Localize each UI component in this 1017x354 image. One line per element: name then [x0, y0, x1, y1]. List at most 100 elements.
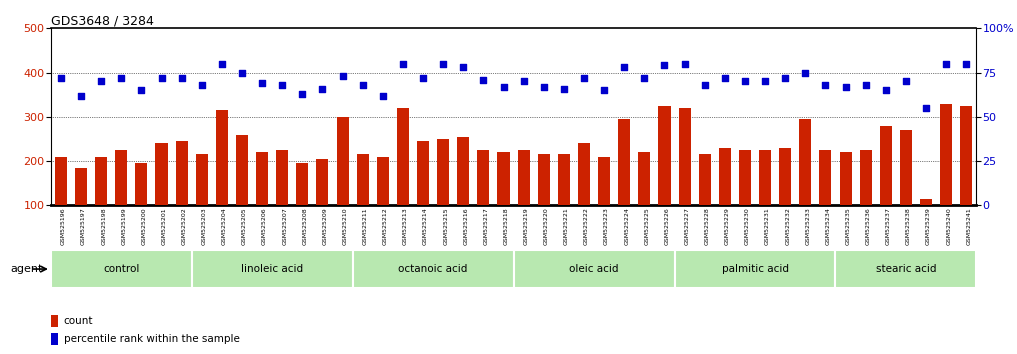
Bar: [678, 108, 691, 250]
Text: agent: agent: [10, 264, 43, 274]
Bar: [156, 143, 168, 250]
Point: [214, 61, 230, 67]
Point: [837, 84, 853, 90]
Bar: [376, 156, 388, 250]
Point: [736, 79, 753, 84]
Point: [637, 75, 653, 81]
Bar: [55, 156, 67, 250]
Text: GSM525208: GSM525208: [302, 207, 307, 245]
Point: [93, 79, 109, 84]
Text: GSM525224: GSM525224: [624, 207, 630, 245]
Point: [475, 77, 491, 82]
Text: count: count: [63, 316, 94, 326]
Text: palmitic acid: palmitic acid: [721, 264, 788, 274]
Text: GSM525235: GSM525235: [845, 207, 850, 245]
Text: GSM525236: GSM525236: [865, 207, 871, 245]
Text: GSM525209: GSM525209: [322, 207, 327, 245]
Point: [53, 75, 69, 81]
Text: GSM525239: GSM525239: [926, 207, 931, 245]
Bar: [96, 156, 107, 250]
Point: [536, 84, 552, 90]
Point: [415, 75, 431, 81]
Text: GSM525211: GSM525211: [363, 207, 368, 245]
Text: percentile rank within the sample: percentile rank within the sample: [63, 334, 239, 344]
Text: GSM525207: GSM525207: [283, 207, 287, 245]
Bar: [337, 117, 349, 250]
Point: [777, 75, 793, 81]
Bar: [900, 130, 912, 250]
Text: linoleic acid: linoleic acid: [241, 264, 303, 274]
FancyBboxPatch shape: [353, 250, 514, 288]
Bar: [296, 163, 308, 250]
Text: GSM525197: GSM525197: [81, 207, 86, 245]
Bar: [558, 154, 570, 250]
Text: GSM525223: GSM525223: [604, 207, 609, 245]
Point: [335, 73, 351, 79]
Text: GSM525212: GSM525212: [382, 207, 387, 245]
Bar: [497, 152, 510, 250]
Text: GSM525219: GSM525219: [524, 207, 529, 245]
Text: GSM525201: GSM525201: [162, 207, 167, 245]
Text: GSM525229: GSM525229: [725, 207, 730, 245]
Point: [113, 75, 129, 81]
Text: GSM525227: GSM525227: [684, 207, 690, 245]
Bar: [195, 154, 207, 250]
Bar: [75, 168, 87, 250]
FancyBboxPatch shape: [514, 250, 674, 288]
Text: GSM525214: GSM525214: [423, 207, 428, 245]
Text: GSM525217: GSM525217: [483, 207, 488, 245]
Point: [174, 75, 190, 81]
Point: [596, 87, 612, 93]
Bar: [135, 163, 147, 250]
Bar: [277, 150, 288, 250]
Point: [133, 87, 149, 93]
Text: GSM525218: GSM525218: [503, 207, 508, 245]
Point: [576, 75, 592, 81]
Text: GSM525206: GSM525206: [262, 207, 267, 245]
Text: GSM525240: GSM525240: [946, 207, 951, 245]
Text: stearic acid: stearic acid: [876, 264, 937, 274]
FancyBboxPatch shape: [191, 250, 353, 288]
Point: [294, 91, 310, 97]
Point: [918, 105, 935, 111]
Point: [656, 63, 672, 68]
Bar: [699, 154, 711, 250]
Bar: [417, 141, 429, 250]
Bar: [940, 104, 952, 250]
Bar: [779, 148, 791, 250]
Text: GSM525221: GSM525221: [563, 207, 569, 245]
Bar: [236, 135, 248, 250]
Point: [676, 61, 693, 67]
Text: GSM525230: GSM525230: [744, 207, 750, 245]
Bar: [397, 108, 409, 250]
Point: [697, 82, 713, 88]
Bar: [115, 150, 127, 250]
Text: GSM525238: GSM525238: [906, 207, 911, 245]
Text: GSM525200: GSM525200: [141, 207, 146, 245]
Bar: [859, 150, 872, 250]
Bar: [739, 150, 751, 250]
FancyBboxPatch shape: [51, 250, 191, 288]
Text: GSM525213: GSM525213: [403, 207, 408, 245]
FancyBboxPatch shape: [674, 250, 836, 288]
Bar: [437, 139, 450, 250]
Text: GSM525233: GSM525233: [805, 207, 811, 245]
Point: [818, 82, 834, 88]
Point: [73, 93, 89, 98]
Text: GSM525231: GSM525231: [765, 207, 770, 245]
Text: octanoic acid: octanoic acid: [399, 264, 468, 274]
Text: GSM525237: GSM525237: [886, 207, 891, 245]
Bar: [598, 156, 610, 250]
Bar: [176, 141, 188, 250]
Bar: [960, 106, 972, 250]
Point: [495, 84, 512, 90]
Point: [314, 86, 331, 91]
Text: GSM525196: GSM525196: [61, 207, 66, 245]
Bar: [458, 137, 469, 250]
Bar: [538, 154, 550, 250]
Text: oleic acid: oleic acid: [570, 264, 618, 274]
Point: [374, 93, 391, 98]
Point: [898, 79, 914, 84]
Bar: [51, 333, 59, 345]
Bar: [759, 150, 771, 250]
